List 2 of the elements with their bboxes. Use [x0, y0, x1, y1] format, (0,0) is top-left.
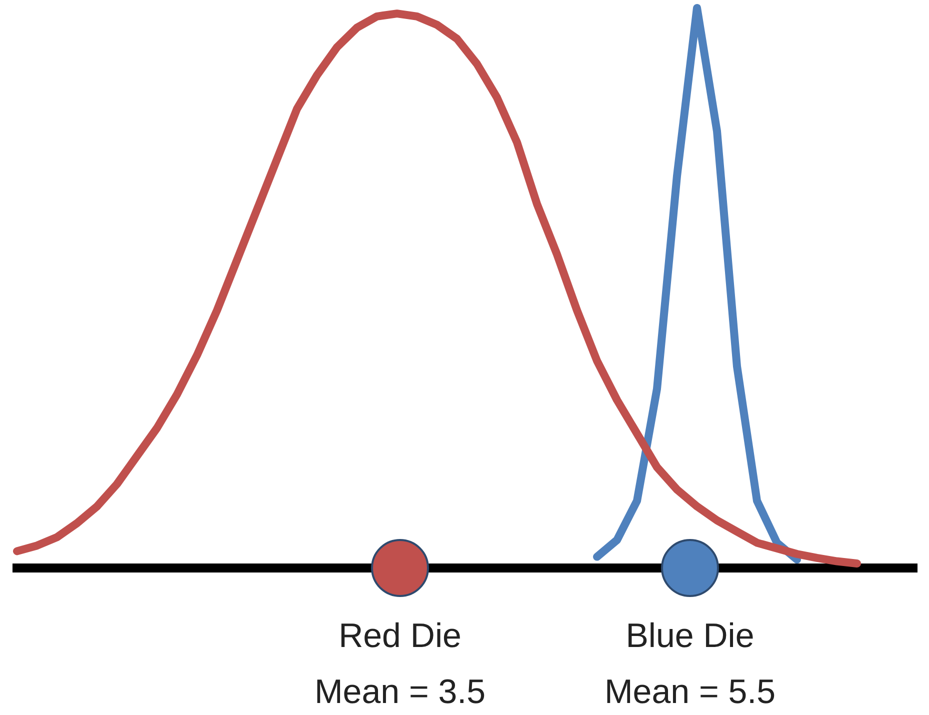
text: Red Die Mean = 3.5 — [313, 616, 487, 713]
text: Blue Die Mean = 5.5 — [603, 616, 777, 713]
